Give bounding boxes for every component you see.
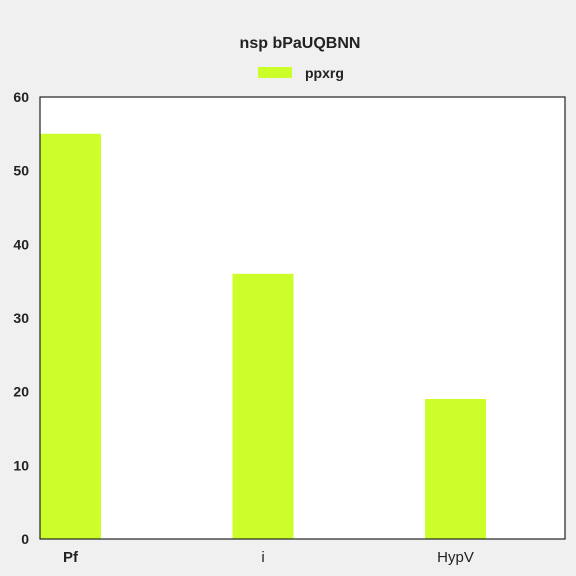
bars bbox=[40, 133, 486, 540]
y-tick-label: 30 bbox=[13, 310, 29, 326]
bar-i bbox=[232, 273, 294, 539]
y-tick-label: 0 bbox=[21, 531, 29, 547]
y-tick-label: 60 bbox=[13, 89, 29, 105]
bar-Pf bbox=[40, 133, 101, 540]
plot-area bbox=[40, 97, 565, 539]
y-tick-label: 20 bbox=[13, 384, 29, 400]
x-tick-label: HypV bbox=[437, 549, 474, 566]
x-axis-ticks: Pf i HypV bbox=[63, 549, 474, 566]
chart-title: nsp bPaUQBNN bbox=[240, 35, 361, 52]
y-tick-label: 50 bbox=[13, 163, 29, 179]
legend-label: ppxrg bbox=[305, 65, 344, 81]
x-tick-label: Pf bbox=[63, 549, 79, 566]
y-tick-label: 40 bbox=[13, 236, 29, 252]
bar-HypV bbox=[425, 399, 486, 539]
x-tick-label: i bbox=[261, 549, 264, 566]
legend-swatch bbox=[258, 67, 292, 78]
y-axis-ticks: 0 10 20 30 40 50 60 bbox=[13, 89, 29, 547]
y-tick-label: 10 bbox=[13, 457, 29, 473]
plot-frame bbox=[39, 96, 566, 540]
